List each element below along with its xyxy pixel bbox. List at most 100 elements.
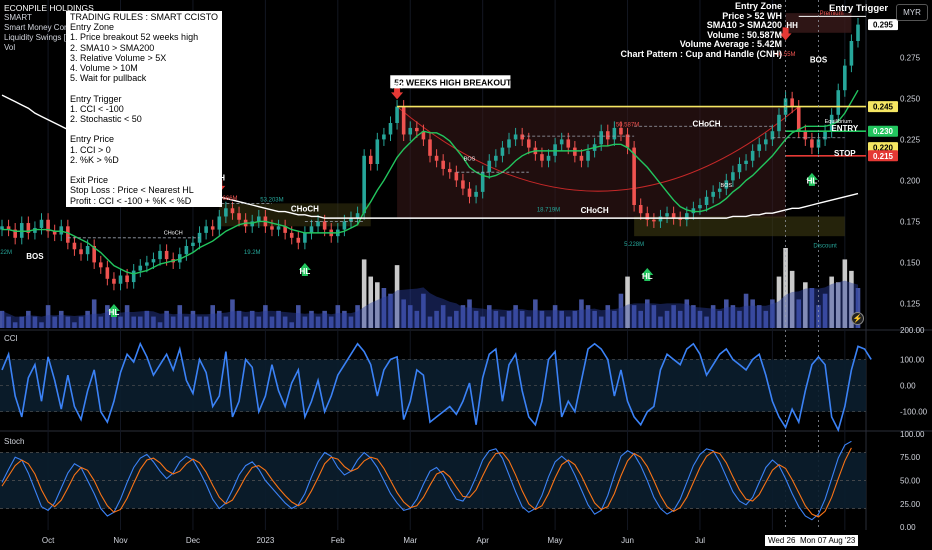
volume-bar bbox=[427, 316, 433, 328]
symbol-title[interactable]: ECONPILE HOLDINGS bbox=[4, 3, 94, 13]
indicator-label-4[interactable]: Vol bbox=[4, 43, 16, 52]
candle-body bbox=[698, 205, 702, 209]
indicator-label-3[interactable]: Liquidity Swings [L bbox=[4, 33, 71, 42]
candle-body bbox=[665, 213, 669, 217]
arrow-shape bbox=[391, 86, 404, 100]
rules-line: Profit : CCI < -100 + %K < %D bbox=[70, 195, 192, 206]
volume-bar bbox=[519, 310, 525, 328]
currency-badge[interactable]: MYR bbox=[896, 4, 928, 21]
candle-body bbox=[210, 226, 215, 230]
volume-bar bbox=[822, 293, 828, 328]
volume-bar bbox=[559, 310, 564, 328]
chart-header: ECONPILE HOLDINGS SMART Smart Money Conc… bbox=[4, 3, 94, 53]
price-tick-label: 0.150 bbox=[900, 258, 921, 267]
stoch-d-line bbox=[1, 447, 852, 518]
candle-body bbox=[289, 232, 294, 238]
green-up-arrow-icon bbox=[298, 263, 311, 277]
volume-bar bbox=[849, 270, 854, 328]
indicator-label-2[interactable]: Smart Money Conc bbox=[4, 23, 73, 32]
price-label-text: 0.220 bbox=[873, 144, 894, 153]
candle-body bbox=[237, 213, 241, 220]
settings-icon[interactable]: ⚡ bbox=[851, 312, 864, 325]
volume-bar bbox=[0, 310, 5, 328]
stoch-tick-label: 100.00 bbox=[900, 430, 925, 439]
volume-bar bbox=[645, 299, 650, 328]
candle-body bbox=[520, 134, 524, 140]
candle-body bbox=[573, 147, 577, 156]
candle-body bbox=[408, 127, 413, 135]
volume-bar bbox=[803, 282, 808, 328]
volume-bar bbox=[697, 310, 703, 328]
volume-bar bbox=[177, 305, 183, 328]
candle-body bbox=[461, 180, 465, 189]
candle-body bbox=[526, 139, 531, 148]
candle-body bbox=[296, 237, 301, 243]
candle-body bbox=[66, 226, 70, 243]
price-label-text: 0.215 bbox=[873, 152, 894, 161]
volume-bar bbox=[539, 310, 545, 328]
rules-line: 2. SMA10 > SMA200 bbox=[70, 42, 155, 53]
candle-body bbox=[856, 24, 860, 41]
month-tick-label: Apr bbox=[476, 536, 489, 545]
chart-annotation: 1.722M bbox=[0, 250, 12, 256]
candle-body bbox=[395, 106, 399, 123]
candle-body bbox=[342, 221, 347, 230]
candle-body bbox=[322, 221, 327, 230]
volume-bar bbox=[454, 310, 459, 328]
volume-bar bbox=[85, 310, 90, 328]
candle-body bbox=[191, 242, 195, 246]
candle-body bbox=[204, 226, 208, 233]
volume-bar bbox=[783, 248, 788, 328]
volume-bar bbox=[335, 305, 341, 328]
candle-body bbox=[487, 160, 492, 173]
price-label-text: 0.245 bbox=[873, 103, 894, 112]
chart-annotation: HL bbox=[300, 267, 311, 276]
volume-bar bbox=[91, 299, 97, 328]
month-tick-label: Feb bbox=[331, 536, 345, 545]
cci-pane bbox=[0, 341, 872, 433]
candle-body bbox=[33, 227, 37, 233]
volume-bar bbox=[124, 305, 130, 328]
volume-bar bbox=[296, 305, 301, 328]
volume-bar bbox=[72, 322, 77, 328]
rules-line: 5. Wait for pullback bbox=[70, 73, 147, 84]
volume-bar bbox=[829, 276, 834, 328]
candle-body bbox=[26, 223, 31, 233]
candle-body bbox=[685, 213, 689, 220]
chart-annotation: HH bbox=[391, 82, 403, 91]
price-tick-label: 0.250 bbox=[900, 94, 921, 103]
candle-body bbox=[388, 123, 393, 135]
chart-annotation: BOS bbox=[720, 183, 732, 189]
volume-bar bbox=[118, 316, 123, 328]
volume-bar bbox=[355, 305, 360, 328]
candle-body bbox=[586, 150, 590, 161]
chart-annotation: Premium bbox=[820, 11, 844, 17]
chart-annotation: 46.55M bbox=[776, 52, 796, 58]
price-label-tag bbox=[868, 19, 898, 31]
vol-tick-label: 200.00 bbox=[900, 326, 925, 335]
candle-body bbox=[303, 232, 307, 243]
candle-body bbox=[270, 226, 274, 230]
volume-bar bbox=[105, 305, 110, 328]
volume-bar bbox=[203, 316, 209, 328]
volume-bar bbox=[12, 322, 18, 328]
volume-bar bbox=[677, 310, 683, 328]
candle-body bbox=[638, 205, 643, 214]
chart-annotation: Equilibrium bbox=[825, 119, 853, 125]
volume-bar bbox=[579, 299, 584, 328]
volume-bar bbox=[500, 316, 505, 328]
candle-body bbox=[605, 131, 610, 140]
candle-body bbox=[59, 226, 64, 235]
volume-bar bbox=[217, 310, 222, 328]
month-tick-label: Oct bbox=[42, 536, 55, 545]
chart-annotation: 19.2M bbox=[244, 250, 261, 256]
volume-average-area bbox=[2, 280, 858, 328]
volume-bar bbox=[763, 310, 769, 328]
stoch-k-line bbox=[1, 440, 852, 521]
volume-bar bbox=[605, 305, 611, 328]
price-tick-label: 0.275 bbox=[900, 53, 921, 62]
candle-body bbox=[467, 188, 472, 197]
chart-annotation: BOS bbox=[464, 157, 476, 163]
indicator-label-1[interactable]: SMART bbox=[4, 13, 32, 22]
